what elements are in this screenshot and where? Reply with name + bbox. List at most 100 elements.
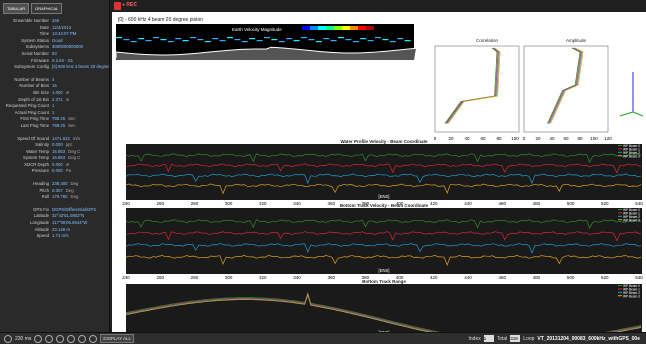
bt-x-tick: 420 xyxy=(430,275,438,280)
info-row: Subsystems 3000000000000 xyxy=(0,44,109,51)
corr-x-tick: 20 xyxy=(448,136,454,141)
wp-x-tick: 480 xyxy=(533,201,541,206)
velocity-cell xyxy=(264,37,270,39)
bt-y-tick: 0 xyxy=(122,234,125,239)
bt-x-tick: 400 xyxy=(396,275,404,280)
velocity-cell xyxy=(352,41,359,43)
info-row: Firmware 0.2.94 - S1 xyxy=(0,58,109,65)
info-row: GPS Fix DGPS/Differential/GPS xyxy=(0,207,109,214)
info-value: 4 xyxy=(52,76,55,82)
last-button-icon[interactable] xyxy=(78,334,87,343)
display-all-button[interactable]: DISPLAY ALL xyxy=(100,334,135,343)
wp-x-tick: 340 xyxy=(293,201,301,206)
velocity-cell xyxy=(138,38,145,40)
info-value: 179.760 Deg xyxy=(52,194,79,200)
record-button[interactable] xyxy=(4,334,12,343)
info-value: 346 xyxy=(52,18,60,23)
info-value: 13:44:07 PM xyxy=(52,31,77,37)
velocity-cell xyxy=(323,38,330,40)
info-unit: m/s xyxy=(72,135,80,141)
info-row: Bin Size 1.000 m xyxy=(0,90,109,97)
info-key: Subsystems xyxy=(25,44,49,50)
info-value: [0] 600 kHz 4 beam 20 degree piston xyxy=(52,64,109,70)
correlation-plot xyxy=(434,45,520,133)
wp-title: Water Profile Velocity - Beam Coordinate xyxy=(340,139,428,144)
velocity-cell xyxy=(330,40,337,42)
info-key: Altitude xyxy=(34,226,49,232)
velocity-cell xyxy=(301,37,307,39)
settings-gear-icon[interactable] xyxy=(89,334,98,343)
info-key: Roll xyxy=(41,194,49,200)
total-label: Total xyxy=(496,335,508,342)
velocity-cell xyxy=(241,41,248,43)
total-input xyxy=(510,335,521,342)
velocity-cell xyxy=(271,39,278,41)
range-series xyxy=(125,292,642,332)
bt-x-tick: 360 xyxy=(327,275,335,280)
info-value: 798.25 Sec xyxy=(52,122,76,128)
info-key: Speed Of Sound xyxy=(17,135,49,141)
info-row: Speed 1.71 m/s xyxy=(0,233,109,240)
next-button-icon[interactable] xyxy=(67,334,76,343)
previous-button-icon[interactable] xyxy=(56,334,65,343)
velocity-cell xyxy=(219,40,226,42)
info-key: Water Temp xyxy=(26,148,49,154)
info-key: Pressure xyxy=(31,168,49,174)
tab-graphical[interactable]: GRAPHICAL xyxy=(31,3,63,14)
tab-tabular[interactable]: TABULAR xyxy=(3,3,30,14)
plots-svg: [0] - 600 kHz 4 beam 20 degree piston Ear… xyxy=(115,17,643,332)
info-row: Number of Bins 15 xyxy=(0,83,109,90)
info-key: System Temp xyxy=(23,155,49,161)
info-key: Number of Beams xyxy=(14,76,49,82)
info-key: Subsystem Config xyxy=(14,64,49,70)
colorbar-segment xyxy=(350,26,358,30)
info-key: Actual Ping Count xyxy=(14,109,49,115)
bt-plot xyxy=(126,208,642,274)
pdf-icon[interactable] xyxy=(114,2,121,10)
amp-x-tick: 20 xyxy=(535,136,541,141)
velocity-cell xyxy=(227,37,233,39)
range-y-tick: 14 xyxy=(119,301,124,306)
colorbar-segment xyxy=(366,26,374,30)
bt-y-tick: -0.4 xyxy=(117,251,125,256)
info-value: 1471.622 m/s xyxy=(52,135,80,141)
info-row: Salinity 0.000 ppt xyxy=(0,142,109,149)
range-title: Bottom Track Range xyxy=(362,279,406,284)
velocity-cell xyxy=(153,37,159,39)
wp-x-tick: 260 xyxy=(156,201,164,206)
info-row: Last Ping Time 798.25 Sec xyxy=(0,123,109,130)
bt-x-tick: 320 xyxy=(259,275,267,280)
wp-y-tick: -1 xyxy=(120,184,124,189)
legend-label: WP Beam 2 xyxy=(623,151,640,155)
play-button-icon[interactable] xyxy=(45,334,54,343)
info-key: GPS Fix xyxy=(33,206,49,212)
info-unit: Deg xyxy=(70,181,79,187)
info-value: DGPS/Differential/GPS xyxy=(52,206,97,212)
info-row: Subsystem Config [0] 600 kHz 4 beam 20 de… xyxy=(0,64,109,71)
info-key: Last Ping Time xyxy=(20,122,49,128)
bt-y-tick: 0.4 xyxy=(118,217,124,222)
bt-y-tick: -0.8 xyxy=(117,268,125,273)
amp-x-tick: 100 xyxy=(590,136,598,141)
wp-series xyxy=(125,163,642,174)
orientation-y-axis xyxy=(619,111,634,117)
velocity-cell xyxy=(345,39,352,41)
wp-x-tick: 540 xyxy=(635,201,643,206)
info-value: 3000000000000 xyxy=(52,44,84,50)
bt-series xyxy=(125,231,642,242)
velocity-cell xyxy=(167,41,174,43)
first-button-icon[interactable] xyxy=(34,334,43,343)
corr-x-tick: 80 xyxy=(496,136,502,141)
info-value: 2.271 m xyxy=(52,96,70,102)
velocity-cell xyxy=(286,38,293,40)
info-key: Depth of 1st Bin xyxy=(18,96,49,102)
loop-label[interactable]: Loop xyxy=(523,335,535,342)
info-value: 0.000 m xyxy=(52,161,70,167)
legend-label: WP Beam 0 xyxy=(623,284,640,288)
info-row: Roll 179.760 Deg xyxy=(0,194,109,201)
index-input[interactable] xyxy=(483,335,494,342)
info-value: 1 xyxy=(52,103,55,109)
seabed-area xyxy=(116,47,416,60)
velocity-cell xyxy=(389,41,396,43)
info-value: 0.2.94 - S1 xyxy=(52,57,74,63)
